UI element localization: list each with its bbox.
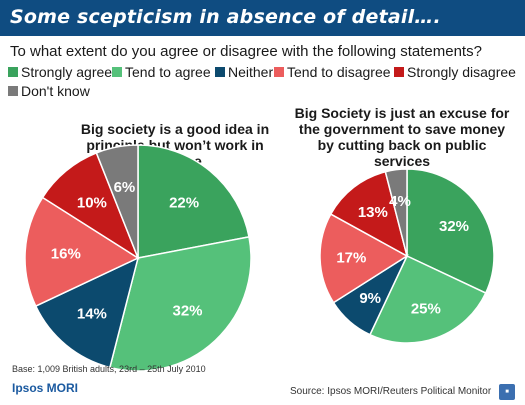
- pie-left-slice-tend-to-agree: [108, 235, 252, 372]
- legend-item-tend-to-disagree: Tend to disagree: [274, 64, 391, 80]
- pie-left-slice-strongly-disagree: [41, 151, 140, 260]
- legend-label: Don't know: [21, 83, 90, 99]
- pie-left-slice-dont-know: [95, 144, 139, 259]
- pie-left-label-dont-know: 6%: [114, 179, 136, 196]
- legend-item-tend-to-agree: Tend to agree: [112, 64, 211, 80]
- pie-left-label-tend-to-disagree: 16%: [51, 245, 81, 262]
- legend-label: Neither: [228, 64, 274, 80]
- pie-right-slice-strongly-agree: [406, 168, 495, 295]
- corner-logo-icon: ■: [499, 384, 515, 400]
- pie-right-label-strongly-disagree: 13%: [358, 204, 388, 221]
- legend-swatch: [8, 67, 18, 77]
- legend-item-strongly-disagree: Strongly disagree: [394, 64, 516, 80]
- pie-title-line: the government to save money: [298, 121, 506, 137]
- pie-right-label-strongly-agree: 32%: [439, 218, 469, 235]
- legend-swatch: [394, 67, 404, 77]
- legend-item-neither: Neither: [215, 64, 273, 80]
- pie-right-slice-tend-to-disagree: [319, 213, 409, 304]
- pie-title-right: Big Society is just an excuse for the go…: [292, 105, 512, 169]
- pie-title-line: services: [373, 153, 431, 169]
- pie-left-slice-tend-to-disagree: [24, 196, 140, 308]
- legend-swatch: [215, 67, 225, 77]
- survey-question: To what extent do you agree or disagree …: [10, 43, 482, 60]
- pie-right-slice-dont-know: [384, 168, 408, 257]
- pie-title-line: Big society is a good idea in: [80, 121, 270, 137]
- pie-left-label-strongly-agree: 22%: [169, 194, 199, 211]
- legend-swatch: [274, 67, 284, 77]
- pie-right-label-neither: 9%: [359, 290, 381, 307]
- slide-title: Some scepticism in absence of detail….: [10, 6, 441, 28]
- legend-label: Tend to agree: [125, 64, 211, 80]
- legend-label: Strongly agree: [21, 64, 113, 80]
- pie-title-line: Big Society is just an excuse for: [294, 105, 510, 121]
- legend-item-dont-know: Don't know: [8, 83, 90, 99]
- legend-label: Tend to disagree: [287, 64, 391, 80]
- pie-left-slice-strongly-agree: [137, 144, 250, 259]
- pie-right-label-tend-to-disagree: 17%: [336, 250, 366, 267]
- pie-right-slice-tend-to-agree: [368, 255, 487, 344]
- pie-right-slice-strongly-disagree: [329, 170, 409, 258]
- pie-left-label-neither: 14%: [77, 306, 107, 323]
- pie-title-line: by cutting back on public: [317, 137, 487, 153]
- ipsos-mori-logo: Ipsos MORI: [12, 381, 79, 395]
- source-note: Source: Ipsos MORI/Reuters Political Mon…: [290, 386, 492, 397]
- base-note: Base: 1,009 British adults, 23rd – 25th …: [12, 364, 206, 374]
- pie-left-label-tend-to-agree: 32%: [172, 303, 202, 320]
- title-banner: Some scepticism in absence of detail….: [0, 0, 525, 36]
- pie-right-label-tend-to-agree: 25%: [411, 300, 441, 317]
- pie-right-label-dont-know: 4%: [389, 193, 411, 210]
- pie-left-slice-neither: [34, 256, 140, 369]
- legend-swatch: [112, 67, 122, 77]
- legend-swatch: [8, 86, 18, 96]
- legend-item-strongly-agree: Strongly agree: [8, 64, 112, 80]
- legend-label: Strongly disagree: [407, 64, 516, 80]
- pie-left-label-strongly-disagree: 10%: [77, 194, 107, 211]
